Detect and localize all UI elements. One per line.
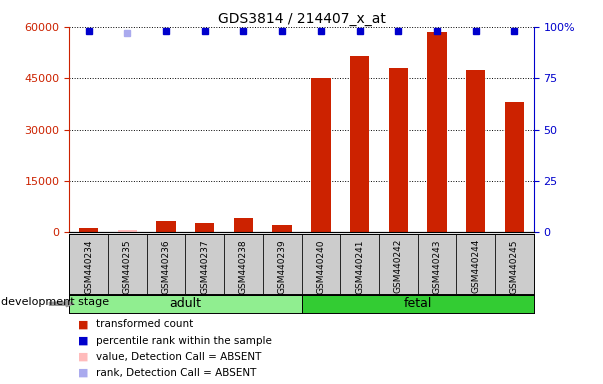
Bar — [69, 234, 108, 294]
Text: ■: ■ — [78, 319, 89, 329]
Text: rank, Detection Call = ABSENT: rank, Detection Call = ABSENT — [96, 368, 257, 378]
Text: GSM440239: GSM440239 — [277, 239, 286, 294]
Text: ■: ■ — [78, 352, 89, 362]
Bar — [234, 218, 253, 232]
Bar — [505, 102, 524, 232]
Bar — [388, 68, 408, 232]
Text: GSM440245: GSM440245 — [510, 239, 519, 293]
Text: GSM440244: GSM440244 — [471, 239, 480, 293]
Bar — [428, 32, 447, 232]
Bar — [186, 234, 224, 294]
Title: GDS3814 / 214407_x_at: GDS3814 / 214407_x_at — [218, 12, 385, 26]
Bar — [263, 234, 302, 294]
Bar — [456, 234, 495, 294]
Text: development stage: development stage — [1, 297, 109, 307]
Bar — [417, 234, 456, 294]
Text: GSM440241: GSM440241 — [355, 239, 364, 293]
Bar — [69, 295, 302, 313]
Text: GSM440236: GSM440236 — [162, 239, 171, 294]
Text: transformed count: transformed count — [96, 319, 194, 329]
Bar — [379, 234, 417, 294]
Text: fetal: fetal — [403, 297, 432, 310]
Text: GSM440234: GSM440234 — [84, 239, 93, 293]
Bar — [302, 295, 534, 313]
Text: adult: adult — [169, 297, 201, 310]
Bar — [495, 234, 534, 294]
Bar — [108, 234, 147, 294]
Bar — [273, 225, 292, 232]
Text: GSM440243: GSM440243 — [432, 239, 441, 293]
Text: GSM440238: GSM440238 — [239, 239, 248, 294]
Bar — [302, 234, 340, 294]
Bar — [311, 78, 330, 232]
Bar — [79, 228, 98, 232]
Bar — [147, 234, 186, 294]
Bar — [156, 221, 175, 232]
Text: GSM440237: GSM440237 — [200, 239, 209, 294]
Text: ■: ■ — [78, 368, 89, 378]
Bar — [118, 230, 137, 232]
Text: ■: ■ — [78, 336, 89, 346]
Text: percentile rank within the sample: percentile rank within the sample — [96, 336, 273, 346]
Bar — [466, 70, 485, 232]
Text: GSM440240: GSM440240 — [317, 239, 326, 293]
Text: GSM440242: GSM440242 — [394, 239, 403, 293]
Bar — [195, 223, 215, 232]
Bar — [350, 56, 369, 232]
Bar — [340, 234, 379, 294]
Bar — [224, 234, 263, 294]
Text: value, Detection Call = ABSENT: value, Detection Call = ABSENT — [96, 352, 262, 362]
Text: GSM440235: GSM440235 — [123, 239, 132, 294]
